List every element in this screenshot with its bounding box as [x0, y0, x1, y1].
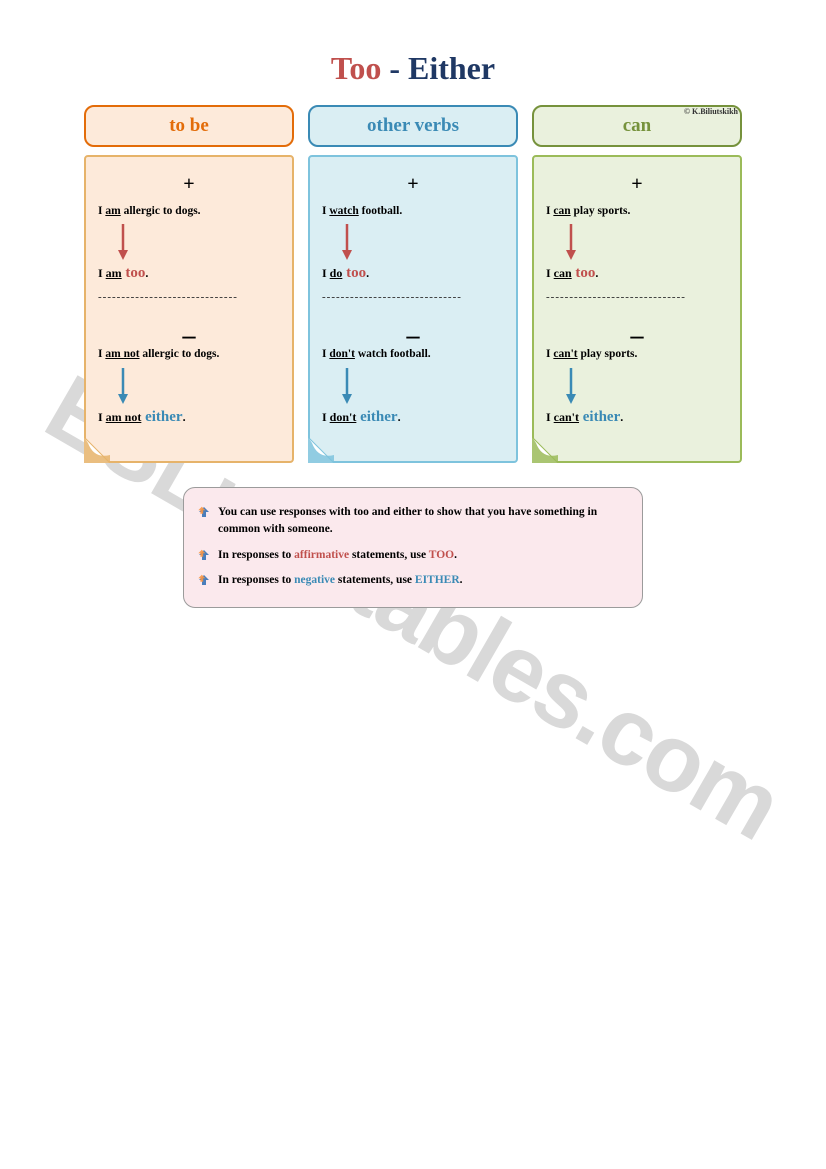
divider-dashes: ------------------------------ — [546, 289, 728, 306]
page-title: Too - Either — [60, 50, 766, 87]
negative-response: I don't either. — [322, 406, 504, 429]
note-card: + I am allergic to dogs. I am too. --------… — [84, 155, 294, 463]
bullet-icon — [198, 506, 210, 518]
rule-1: You can use responses with too and eithe… — [198, 504, 628, 539]
arrow-down-icon — [564, 366, 578, 404]
positive-response: I can too. — [546, 262, 728, 285]
title-dash: - — [381, 50, 408, 86]
credit-text: © K.Biliutskikh — [684, 107, 738, 157]
negative-sentence: I am not allergic to dogs. — [98, 346, 280, 363]
rule-2: In responses to affirmative statements, … — [198, 547, 628, 564]
negative-sentence: I don't watch football. — [322, 346, 504, 363]
negative-response: I am not either. — [98, 406, 280, 429]
note-card: + I can play sports. I can too. -----------… — [532, 155, 742, 463]
positive-sentence: I am allergic to dogs. — [98, 203, 280, 220]
bullet-icon — [198, 549, 210, 561]
bullet-icon — [198, 574, 210, 586]
corner-fold-icon — [532, 437, 558, 463]
rule-2-text: In responses to affirmative statements, … — [218, 547, 457, 564]
positive-response: I am too. — [98, 262, 280, 285]
column-header: to be — [84, 105, 294, 147]
corner-fold-icon — [308, 437, 334, 463]
column-header: can© K.Biliutskikh — [532, 105, 742, 147]
plus-sign: + — [322, 169, 504, 199]
page-content: Too - Either to be + I am allergic to dogs… — [0, 0, 826, 658]
arrow-down-icon — [564, 222, 578, 260]
negative-response: I can't either. — [546, 406, 728, 429]
rule-3: In responses to negative statements, use… — [198, 572, 628, 589]
rule-3-text: In responses to negative statements, use… — [218, 572, 463, 589]
rules-box: You can use responses with too and eithe… — [183, 487, 643, 608]
positive-response: I do too. — [322, 262, 504, 285]
column-tobe: to be + I am allergic to dogs. I am too. ---… — [84, 105, 294, 463]
minus-sign: _ — [98, 307, 280, 346]
positive-sentence: I can play sports. — [546, 203, 728, 220]
minus-sign: _ — [546, 307, 728, 346]
arrow-down-icon — [116, 366, 130, 404]
title-either: Either — [408, 50, 495, 86]
note-card: + I watch football. I do too. -------------… — [308, 155, 518, 463]
columns-row: to be + I am allergic to dogs. I am too. ---… — [60, 105, 766, 463]
negative-sentence: I can't play sports. — [546, 346, 728, 363]
plus-sign: + — [98, 169, 280, 199]
arrow-down-icon — [340, 366, 354, 404]
positive-sentence: I watch football. — [322, 203, 504, 220]
column-other: other verbs + I watch football. I do too. --… — [308, 105, 518, 463]
rule-1-text: You can use responses with too and eithe… — [218, 504, 628, 539]
column-header: other verbs — [308, 105, 518, 147]
plus-sign: + — [546, 169, 728, 199]
divider-dashes: ------------------------------ — [98, 289, 280, 306]
corner-fold-icon — [84, 437, 110, 463]
arrow-down-icon — [116, 222, 130, 260]
minus-sign: _ — [322, 307, 504, 346]
divider-dashes: ------------------------------ — [322, 289, 504, 306]
title-too: Too — [331, 50, 381, 86]
arrow-down-icon — [340, 222, 354, 260]
column-can: can© K.Biliutskikh + I can play sports. I c… — [532, 105, 742, 463]
